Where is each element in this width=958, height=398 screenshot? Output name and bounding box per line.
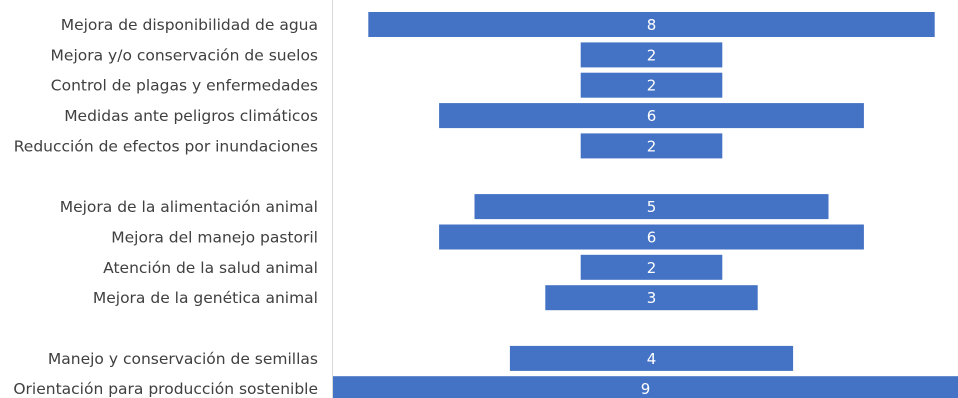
bar bbox=[545, 285, 758, 311]
category-label: Mejora de disponibilidad de agua bbox=[61, 16, 318, 34]
bar bbox=[580, 42, 723, 68]
category-label: Mejora y/o conservación de suelos bbox=[51, 46, 318, 64]
bar bbox=[333, 376, 958, 398]
data-label: 5 bbox=[647, 198, 657, 216]
data-label: 2 bbox=[647, 137, 657, 155]
bar bbox=[368, 12, 935, 37]
data-label: 6 bbox=[647, 107, 657, 125]
bar bbox=[439, 224, 864, 250]
category-labels-layer: Mejora de disponibilidad de agua Mejora y… bbox=[13, 16, 318, 398]
data-label: 2 bbox=[647, 259, 657, 277]
category-label: Control de plagas y enfermedades bbox=[51, 77, 318, 95]
category-label: Reducción de efectos por inundaciones bbox=[14, 137, 318, 155]
data-label: 6 bbox=[647, 229, 657, 247]
category-label: Mejora de la genética animal bbox=[93, 289, 318, 307]
data-label: 9 bbox=[641, 380, 651, 398]
category-label: Atención de la salud animal bbox=[103, 259, 318, 277]
category-label: Mejora del manejo pastoril bbox=[111, 229, 318, 247]
data-label: 2 bbox=[647, 46, 657, 64]
bars-layer: 8 2 2 6 2 5 6 2 3 4 9 bbox=[333, 12, 958, 398]
bar bbox=[509, 345, 794, 371]
data-label: 8 bbox=[647, 16, 657, 34]
category-label: Medidas ante peligros climáticos bbox=[64, 107, 318, 125]
bar bbox=[474, 194, 829, 220]
bar bbox=[439, 103, 864, 129]
data-label: 4 bbox=[647, 350, 657, 368]
data-label: 2 bbox=[647, 77, 657, 95]
data-label: 3 bbox=[647, 289, 657, 307]
bar bbox=[580, 254, 723, 280]
category-label: Mejora de la alimentación animal bbox=[60, 198, 318, 216]
category-label: Orientación para producción sostenible bbox=[13, 380, 318, 398]
bar bbox=[580, 133, 723, 159]
bar bbox=[580, 72, 723, 98]
category-label: Manejo y conservación de semillas bbox=[48, 350, 318, 368]
